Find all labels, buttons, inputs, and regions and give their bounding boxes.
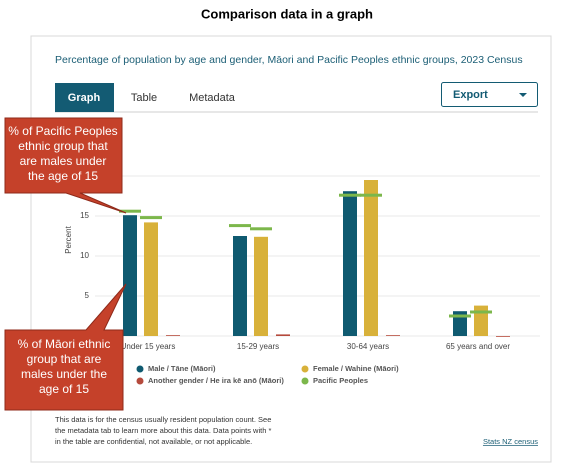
callout-box — [4, 283, 127, 411]
dropdown-arrow — [519, 93, 527, 97]
y-tick-label: 5 — [85, 291, 90, 300]
callout-text: are males under — [20, 154, 107, 168]
bar — [144, 222, 158, 336]
callout-text: % of Pacific Peoples — [8, 124, 117, 138]
legend-swatch — [136, 377, 144, 385]
footnote: the metadata tab to learn more about thi… — [55, 426, 271, 435]
marker — [119, 209, 141, 213]
marker — [339, 193, 361, 197]
bar — [386, 335, 400, 336]
callout-text: group that are — [27, 352, 102, 366]
legend-label: Female / Wahine (Māori) — [313, 364, 399, 373]
x-tick-label: Under 15 years — [121, 342, 176, 351]
bar — [343, 191, 357, 336]
chart-title: Percentage of population by age and gend… — [55, 54, 523, 66]
bar — [276, 334, 290, 336]
tab[interactable]: Graph — [68, 92, 101, 104]
x-tick-label: 65 years and over — [446, 342, 510, 351]
marker — [449, 314, 471, 318]
bar — [364, 180, 378, 336]
marker — [360, 193, 382, 197]
bar — [474, 305, 488, 336]
callout-text: age of 15 — [39, 382, 89, 396]
callout-text: ethnic group that — [18, 139, 108, 153]
x-tick-label: 15-29 years — [237, 342, 279, 351]
y-axis-label: Percent — [64, 225, 73, 253]
bar — [254, 236, 268, 336]
footnote: This data is for the census usually resi… — [55, 415, 271, 424]
bar — [496, 336, 510, 337]
callout-text: the age of 15 — [28, 169, 98, 183]
link[interactable]: Stats NZ census — [483, 437, 538, 446]
callout-text: males under the — [21, 367, 107, 381]
page-title: Comparison data in a graph — [201, 6, 373, 21]
legend-swatch — [136, 365, 144, 373]
callout-text: % of Māori ethnic — [18, 337, 111, 351]
y-tick-label: 10 — [80, 251, 89, 260]
x-tick-label: 30-64 years — [347, 342, 389, 351]
marker — [140, 216, 162, 220]
legend-label: Male / Tāne (Māori) — [148, 364, 216, 373]
callout-box — [4, 117, 127, 214]
tab[interactable]: Table — [131, 92, 157, 104]
legend-swatch — [301, 365, 309, 373]
bar — [166, 335, 180, 336]
legend-label: Pacific Peoples — [313, 376, 368, 385]
export-label[interactable]: Export — [453, 89, 488, 101]
bar — [233, 236, 247, 336]
y-tick-label: 15 — [80, 211, 89, 220]
marker — [250, 227, 272, 231]
legend-label: Another gender / He ira kē anō (Māori) — [148, 376, 284, 385]
legend-swatch — [301, 377, 309, 385]
tab-active[interactable] — [55, 83, 114, 112]
legend: Male / Tāne (Māori) Female / Wahine (Māor… — [136, 364, 399, 385]
footnote: in the table are confidential, not avail… — [55, 437, 252, 446]
marker — [470, 310, 492, 314]
tab[interactable]: Metadata — [189, 92, 236, 104]
export-button[interactable] — [441, 82, 538, 107]
marker — [229, 224, 251, 228]
bar — [123, 215, 137, 336]
